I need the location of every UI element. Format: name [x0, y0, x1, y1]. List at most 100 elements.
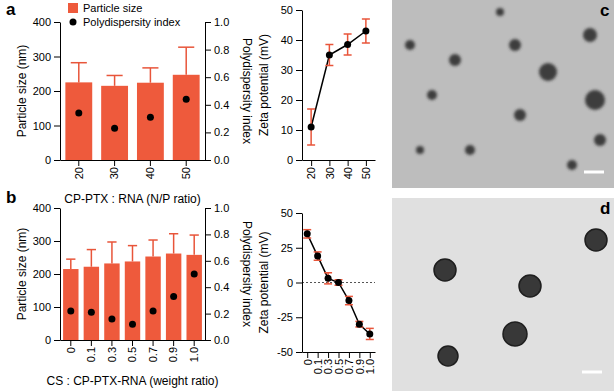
error-bar-stem	[150, 68, 152, 83]
tick: 30	[324, 160, 336, 179]
tick: 30	[281, 64, 302, 76]
tick: 0.4	[205, 99, 229, 111]
tick: 0.0	[205, 334, 229, 346]
error-bar-cap	[362, 42, 370, 44]
tick-mark	[173, 340, 174, 346]
bar	[173, 75, 200, 160]
tick: 0.3	[106, 340, 118, 362]
tick: 1.0	[188, 340, 200, 362]
tick: 0.4	[205, 281, 229, 293]
tick-label: 0.2	[214, 308, 229, 320]
error-bar	[366, 328, 374, 339]
tick-label: 40	[342, 167, 354, 179]
tick-mark	[205, 314, 211, 315]
particle	[496, 8, 504, 16]
marker	[150, 307, 157, 314]
tick-mark	[370, 352, 371, 358]
error-bar-cap	[66, 258, 75, 260]
tick-mark	[296, 40, 302, 41]
tick-mark	[205, 105, 211, 106]
tick: 400	[33, 16, 60, 28]
x-axis-line	[61, 160, 206, 161]
tick-label: 1.0	[214, 16, 229, 28]
figure: 2030405001002003004000.00.20.40.60.81.0P…	[0, 0, 614, 391]
error-bar-cap	[314, 260, 322, 262]
tick-mark	[205, 132, 211, 133]
tick-label: 100	[33, 301, 51, 313]
marker	[129, 321, 136, 328]
tick-mark	[205, 261, 211, 262]
legend-swatch	[68, 3, 78, 13]
particle	[465, 145, 475, 155]
error-bar-cap	[366, 339, 374, 341]
tick: 100	[33, 120, 60, 132]
tick-label: 10	[281, 124, 293, 136]
tick-mark	[91, 340, 92, 346]
x-axis: 00.10.30.50.70.91.0	[61, 340, 206, 362]
tick: 50	[360, 160, 372, 179]
error-bar-cap	[128, 245, 137, 247]
tick-mark	[150, 160, 151, 166]
tick: 0.5	[126, 340, 138, 362]
tick-mark	[205, 234, 211, 235]
y2-axis: 0.00.20.40.60.81.0	[205, 16, 229, 166]
tick-label: 300	[33, 235, 51, 247]
tick-mark	[186, 160, 187, 166]
line-series	[303, 230, 374, 340]
tick: 1.0	[205, 16, 229, 28]
particle	[594, 134, 606, 146]
tick-label: 100	[33, 120, 51, 132]
tick-label: 300	[33, 51, 51, 63]
particle	[503, 322, 527, 346]
error-bar-cap	[344, 54, 352, 56]
error-bar	[314, 252, 322, 260]
tick: 20	[305, 160, 317, 179]
marker	[111, 125, 118, 132]
tick-mark	[329, 160, 330, 166]
legend: Particle sizePolydispersity index	[68, 2, 181, 28]
error-bar	[107, 75, 123, 85]
y-axis-title: Zeta potential (mV)	[257, 34, 271, 136]
error-bar-cap	[190, 234, 199, 236]
tick-label: 0.1	[85, 347, 97, 362]
tick-label: 0.5	[126, 347, 138, 362]
error-bar-cap	[325, 65, 333, 67]
error-bar-cap	[142, 67, 158, 69]
scale-bar	[582, 371, 602, 374]
tick: 10	[281, 124, 302, 136]
bar	[104, 263, 119, 340]
tick-label: 0.8	[214, 228, 229, 240]
tick-label: -50	[277, 346, 293, 358]
tick-mark	[54, 91, 60, 92]
tick-mark	[54, 126, 60, 127]
tick-mark	[205, 22, 211, 23]
tick-label: 50	[281, 4, 293, 16]
error-bar	[107, 242, 116, 263]
marker	[335, 279, 342, 286]
tick-mark	[348, 160, 349, 166]
error-bar	[178, 47, 194, 75]
particle	[416, 146, 424, 154]
tick-label: 0.4	[214, 99, 229, 111]
tick: 40	[281, 34, 302, 46]
tick: 0.9	[167, 340, 179, 362]
particle	[519, 275, 541, 297]
tick-label: 0	[65, 347, 77, 353]
bar-series	[65, 47, 199, 160]
error-bar-stem	[91, 250, 93, 267]
panel-label: b	[6, 188, 16, 207]
y-axis: 0 10 20 30 40 50	[281, 4, 303, 166]
error-bar-stem	[173, 234, 175, 254]
tick-mark	[54, 274, 60, 275]
tick: 20	[281, 94, 302, 106]
tick: 0	[287, 154, 302, 166]
marker	[67, 307, 74, 314]
y-axis: 0100200300400	[33, 16, 61, 166]
tick-mark	[296, 213, 302, 214]
y2-axis-title: Polydispersity index	[240, 221, 254, 327]
error-bar	[355, 321, 363, 327]
error-bar-cap	[148, 239, 157, 241]
tick-label: 0.6	[214, 255, 229, 267]
tick-label: 1.0	[214, 202, 229, 214]
tick: 200	[33, 268, 60, 280]
